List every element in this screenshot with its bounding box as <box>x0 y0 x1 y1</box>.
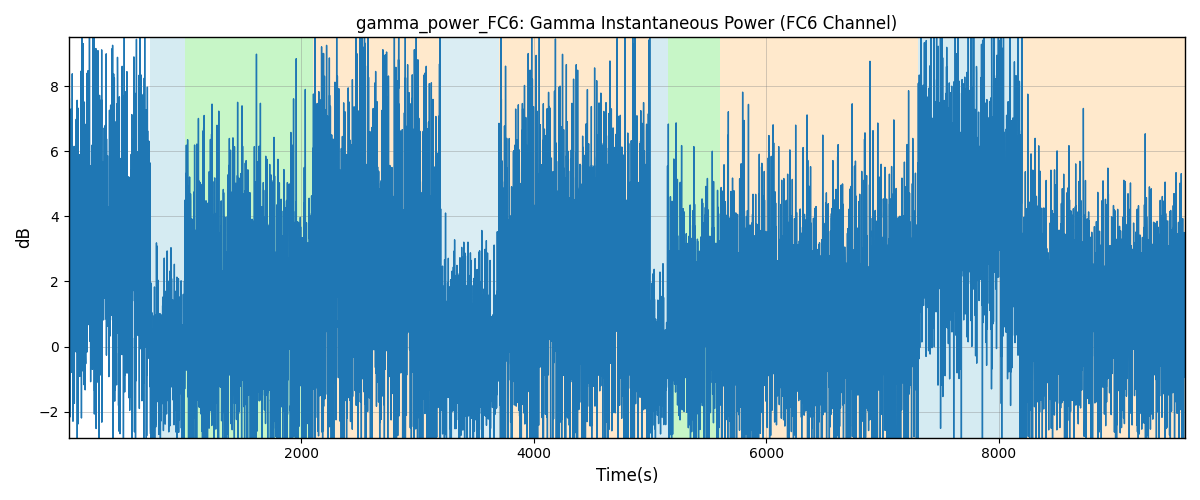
Bar <box>313 38 440 438</box>
Bar <box>720 38 918 438</box>
Y-axis label: dB: dB <box>16 226 34 248</box>
X-axis label: Time(s): Time(s) <box>595 467 658 485</box>
Bar <box>185 38 313 438</box>
Bar <box>918 38 1022 438</box>
Title: gamma_power_FC6: Gamma Instantaneous Power (FC6 Channel): gamma_power_FC6: Gamma Instantaneous Pow… <box>356 15 898 34</box>
Bar <box>150 38 185 438</box>
Bar <box>667 38 720 438</box>
Bar <box>499 38 650 438</box>
Bar <box>650 38 667 438</box>
Bar <box>440 38 499 438</box>
Bar <box>1022 38 1186 438</box>
